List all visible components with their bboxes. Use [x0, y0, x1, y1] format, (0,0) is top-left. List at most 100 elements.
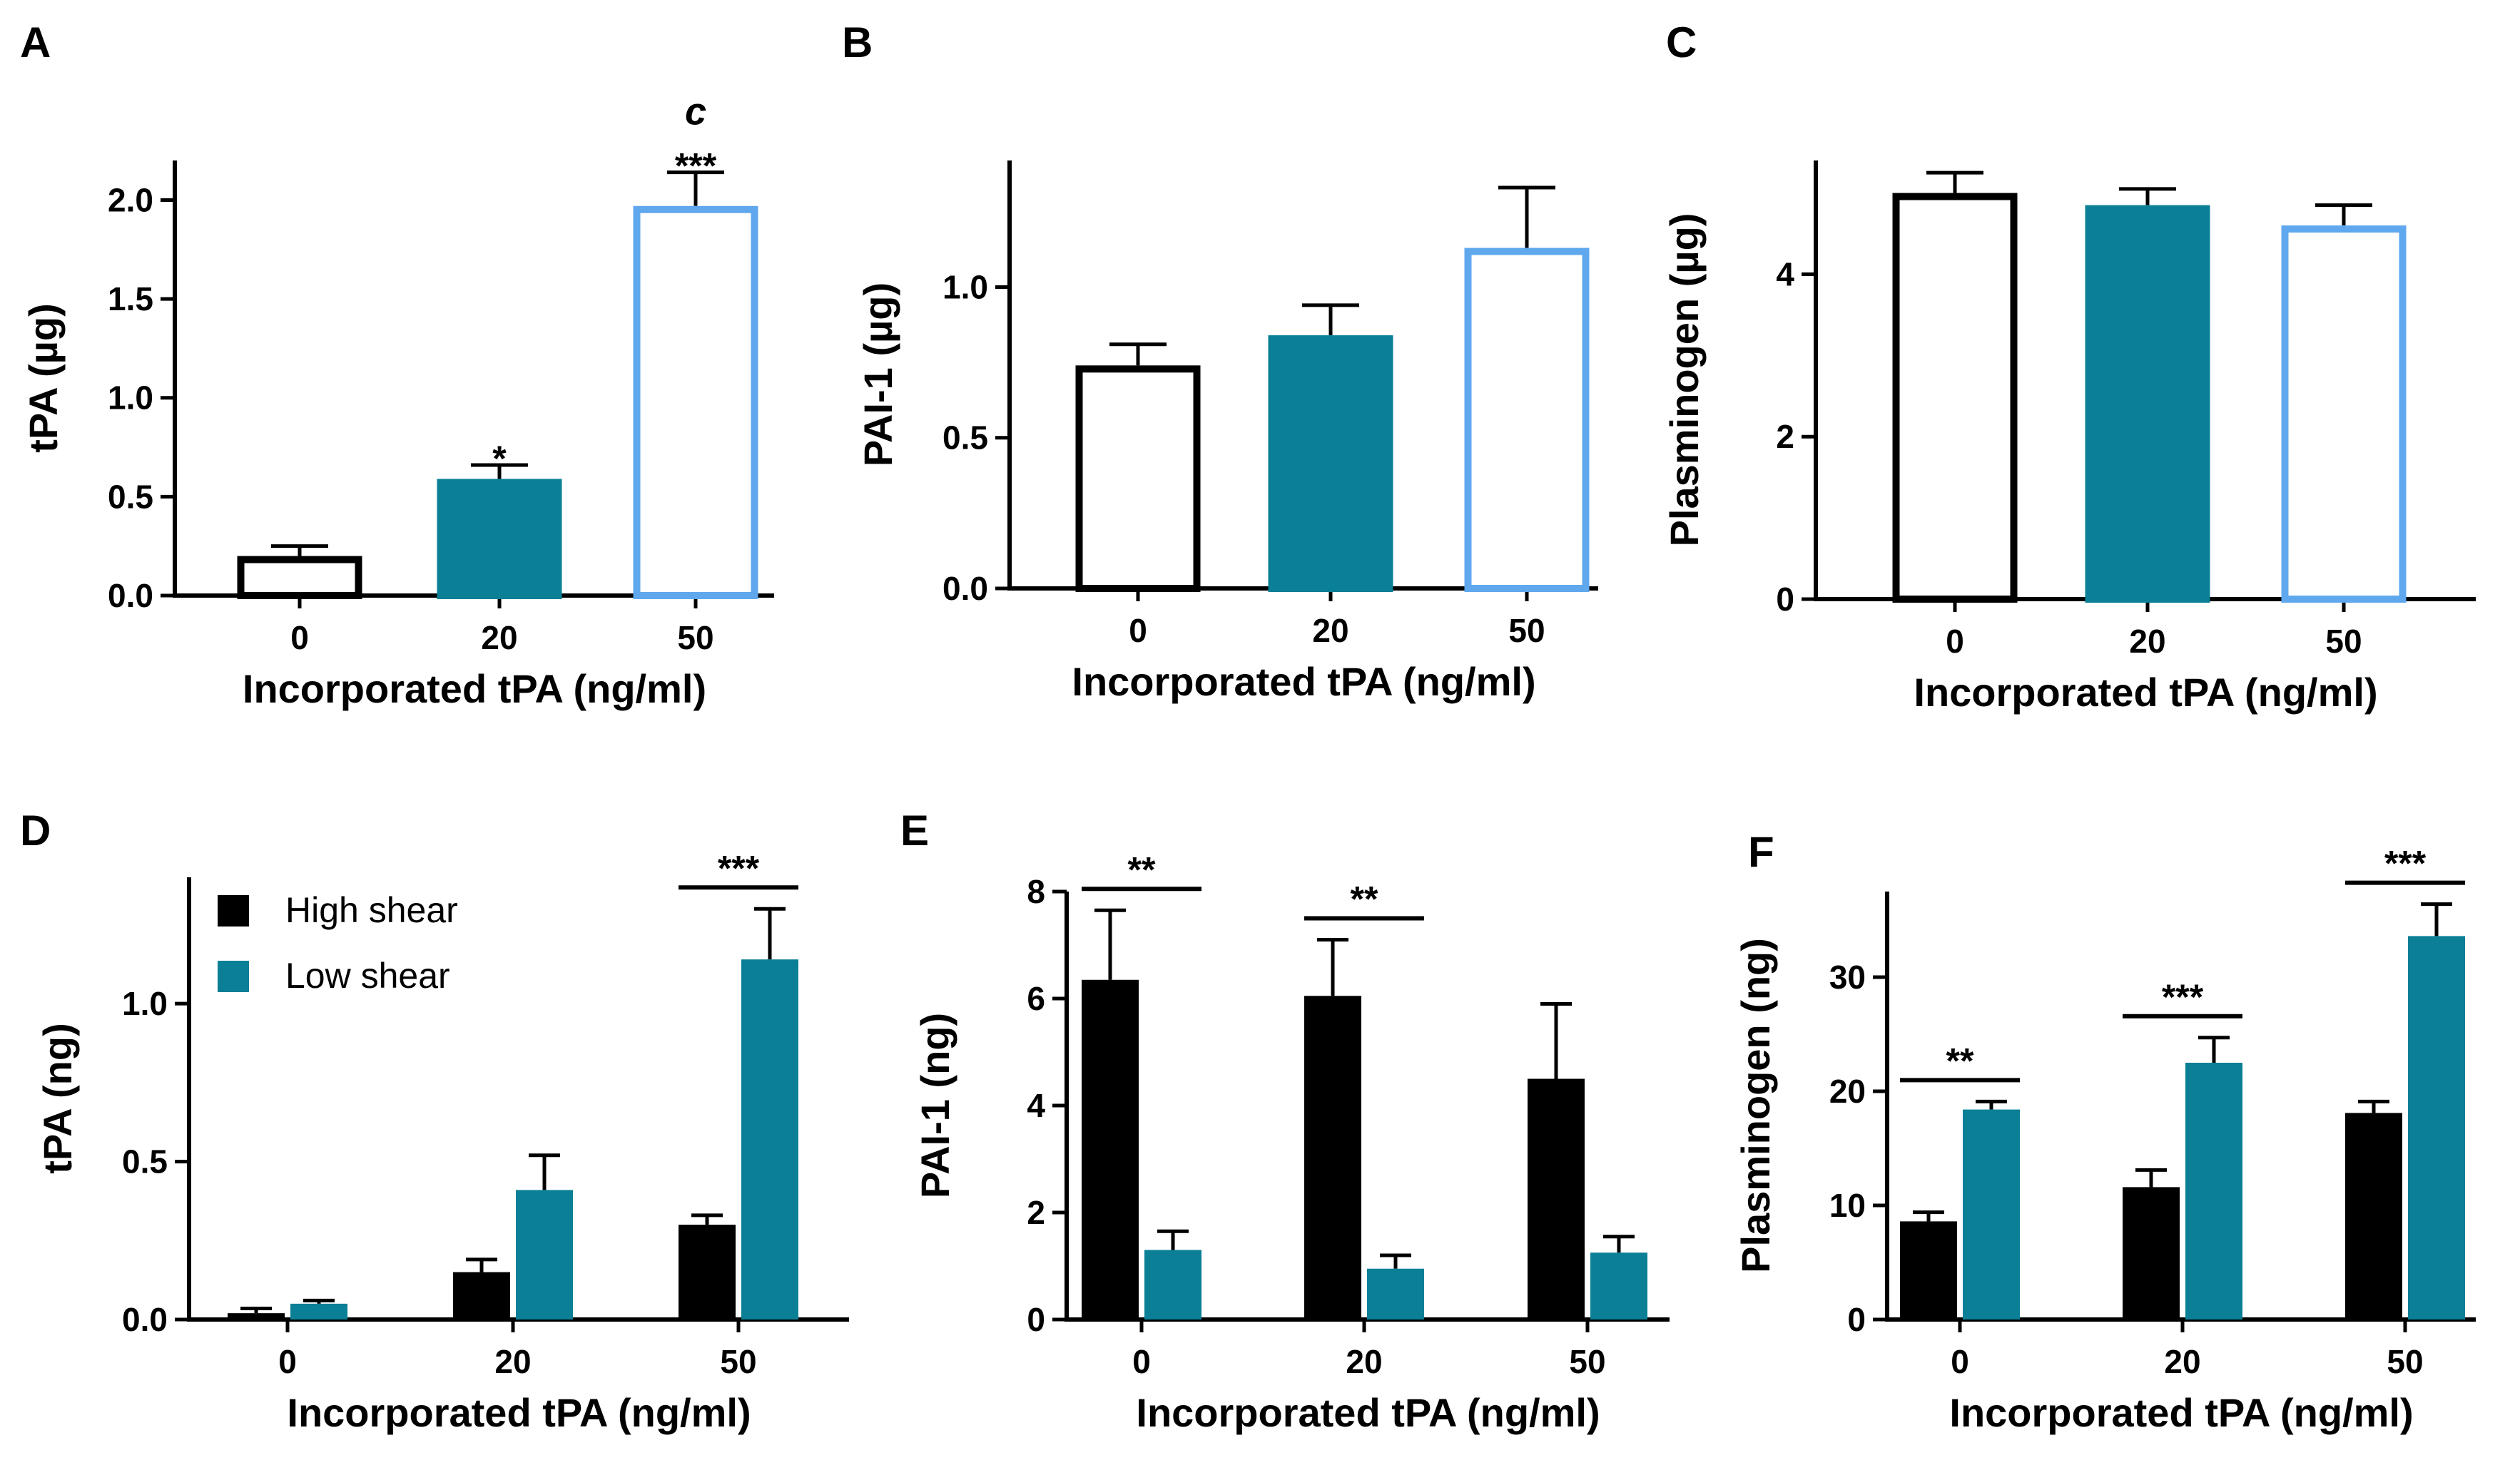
bar-high-shear-0 — [228, 1313, 285, 1320]
y-tick-label: 0 — [1027, 1301, 1045, 1338]
chart-panel-e: 0 2 4 6 8 0 20 50 Incorporated tPA (ng/ml) PAI-1 … — [913, 849, 1670, 1435]
panel-label-f: F — [1748, 828, 1774, 876]
bar-0 — [1075, 365, 1201, 592]
y-tick-label: 30 — [1829, 959, 1866, 996]
y-tick-label: 1.0 — [108, 379, 153, 417]
chart-panel-a: 0.0 0.5 1.0 1.5 2.0 0 20 50 Incorporated tPA (ng… — [21, 91, 774, 711]
significance-label: ** — [1351, 879, 1378, 919]
y-tick-label: 10 — [1829, 1187, 1866, 1224]
y-tick-label: 0.0 — [122, 1301, 168, 1338]
bar-low-shear-0 — [1144, 1250, 1201, 1320]
significance-label: *** — [718, 848, 760, 888]
x-tick-label: 20 — [1346, 1343, 1382, 1380]
bar-high-shear-50 — [2345, 1113, 2402, 1320]
y-tick-label: 0 — [1847, 1301, 1866, 1338]
legend-label: Low shear — [285, 956, 450, 996]
x-tick-label: 20 — [2164, 1343, 2200, 1380]
y-axis-title: PAI-1 (µg) — [855, 282, 900, 466]
bar-high-shear-0 — [1900, 1221, 1957, 1320]
y-tick-label: 0.5 — [108, 478, 153, 515]
bar-50 — [633, 205, 758, 600]
y-tick-label: 4 — [1776, 255, 1794, 292]
bar-high-shear-0 — [1082, 979, 1139, 1320]
panel-label-a: A — [20, 19, 51, 66]
bar-50 — [2281, 225, 2407, 603]
y-tick-label: 2.0 — [108, 181, 153, 218]
x-tick-label: 0 — [1946, 623, 1964, 660]
significance-label: *** — [2384, 844, 2427, 884]
bar-high-shear-20 — [2123, 1187, 2180, 1320]
y-tick-label: 20 — [1829, 1073, 1866, 1110]
y-tick-label: 0.5 — [122, 1143, 168, 1180]
bar-low-shear-50 — [1590, 1252, 1647, 1320]
y-tick-label: 0.0 — [108, 577, 153, 614]
legend-label: High shear — [285, 890, 458, 930]
x-tick-label: 20 — [2129, 623, 2165, 660]
x-tick-label: 50 — [720, 1343, 756, 1380]
x-tick-label: 0 — [1951, 1343, 1969, 1380]
y-axis-title: tPA (µg) — [21, 303, 66, 453]
x-axis-title: Incorporated tPA (ng/ml) — [1914, 670, 2377, 715]
x-tick-label: 0 — [278, 1343, 297, 1380]
x-tick-label: 50 — [1569, 1343, 1605, 1380]
legend-swatch — [218, 895, 249, 927]
x-tick-label: 50 — [2325, 623, 2362, 660]
bar-low-shear-0 — [1963, 1109, 2020, 1320]
bar-low-shear-20 — [2185, 1063, 2242, 1320]
x-axis-title: Incorporated tPA (ng/ml) — [1136, 1390, 1600, 1435]
x-tick-label: 0 — [1132, 1343, 1151, 1380]
panel-label-d: D — [20, 807, 51, 854]
significance-label: ** — [1946, 1041, 1974, 1081]
bar-low-shear-50 — [2408, 936, 2465, 1320]
significance-label: ** — [1128, 849, 1156, 889]
y-axis-title: PAI-1 (ng) — [913, 1013, 957, 1198]
chart-panel-c: 0 2 4 0 20 50 Incorporated tPA (ng/ml) Plasmino… — [1662, 160, 2476, 715]
y-tick-label: 0 — [1776, 581, 1794, 618]
y-tick-label: 1.5 — [108, 280, 153, 317]
x-tick-label: 50 — [1508, 612, 1545, 649]
bar-high-shear-50 — [679, 1225, 736, 1320]
y-tick-label: 2 — [1776, 418, 1794, 455]
y-axis-title: Plasminogen (ng) — [1733, 938, 1778, 1273]
bar-low-shear-0 — [290, 1303, 347, 1320]
y-tick-label: 1.0 — [943, 268, 988, 305]
legend-swatch — [218, 961, 249, 992]
bar-0 — [237, 556, 362, 600]
x-axis-title: Incorporated tPA (ng/ml) — [1072, 659, 1535, 704]
chart-panel-b: 0.0 0.5 1.0 0 20 50 Incorporated tPA (ng/ml) PA… — [855, 160, 1598, 704]
x-tick-label: 0 — [1129, 612, 1147, 649]
significance-label: * — [492, 439, 507, 479]
y-tick-label: 0.0 — [943, 570, 988, 607]
x-tick-label: 20 — [494, 1343, 531, 1380]
bar-20 — [1268, 335, 1393, 592]
chart-panel-f: 0 10 20 30 0 20 50 Incorporated tPA (ng/ml) Plas… — [1733, 844, 2476, 1435]
y-axis-title: tPA (ng) — [35, 1023, 80, 1173]
y-tick-label: 4 — [1027, 1087, 1045, 1124]
panel-label-b: B — [842, 19, 873, 66]
bar-high-shear-50 — [1528, 1078, 1585, 1320]
y-axis-title: Plasminogen (µg) — [1662, 213, 1707, 547]
x-tick-label: 20 — [481, 619, 517, 656]
significance-label: *** — [2162, 977, 2204, 1017]
panel-label-c: C — [1666, 19, 1697, 66]
bar-low-shear-20 — [1367, 1268, 1424, 1320]
y-tick-label: 2 — [1027, 1194, 1045, 1231]
x-axis-title: Incorporated tPA (ng/ml) — [243, 666, 706, 711]
bar-20 — [437, 479, 562, 600]
significance-label: c — [685, 91, 706, 133]
y-tick-label: 8 — [1027, 873, 1045, 910]
bar-high-shear-20 — [1304, 996, 1361, 1320]
bar-0 — [1892, 193, 2018, 603]
bar-low-shear-50 — [741, 959, 798, 1320]
bar-low-shear-20 — [516, 1190, 573, 1320]
y-tick-label: 1.0 — [122, 985, 168, 1022]
bar-50 — [1464, 247, 1590, 592]
x-axis-title: Incorporated tPA (ng/ml) — [287, 1390, 751, 1435]
bar-high-shear-20 — [453, 1272, 510, 1320]
x-axis-title: Incorporated tPA (ng/ml) — [1949, 1390, 2413, 1435]
x-tick-label: 50 — [677, 619, 713, 656]
x-tick-label: 0 — [290, 619, 309, 656]
significance-label: *** — [675, 146, 717, 186]
x-tick-label: 50 — [2387, 1343, 2423, 1380]
